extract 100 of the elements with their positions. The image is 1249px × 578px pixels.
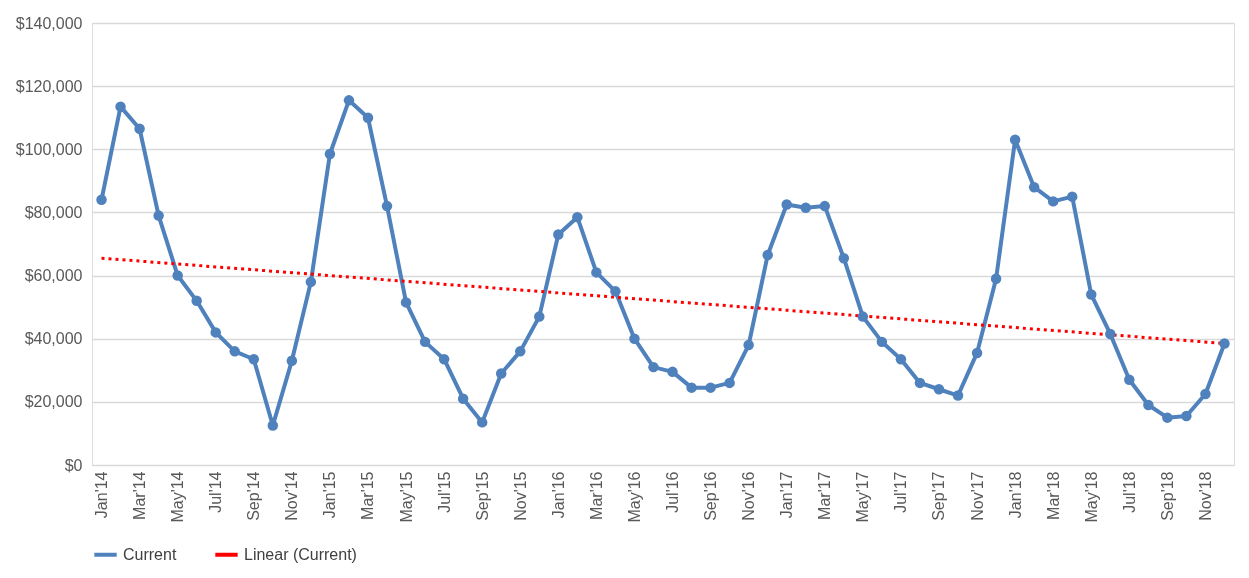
x-tick-label: Mar'17 — [816, 471, 834, 520]
point — [1066, 191, 1078, 202]
x-tick-label: May'18 — [1082, 471, 1100, 523]
point — [457, 393, 469, 404]
point — [229, 346, 240, 357]
x-tick-label: May'14 — [169, 471, 187, 523]
x-tick-label: Jan'16 — [549, 471, 567, 519]
point — [343, 95, 355, 106]
y-tick-label: $60,000 — [24, 267, 83, 285]
y-tick-label: $40,000 — [24, 330, 83, 348]
point — [210, 327, 221, 338]
point — [324, 148, 336, 160]
y-tick-label: $0 — [64, 456, 83, 474]
point — [286, 355, 298, 367]
point — [800, 202, 811, 213]
x-tick-label: Jul'16 — [664, 471, 682, 513]
x-tick-label: Nov'18 — [1196, 471, 1214, 521]
point — [1086, 289, 1097, 300]
x-tick-label: Jul'17 — [892, 471, 910, 513]
point — [781, 199, 792, 210]
point — [876, 336, 888, 348]
point — [419, 336, 431, 348]
x-tick-label: May'16 — [625, 471, 643, 523]
point — [534, 311, 545, 322]
point — [1105, 328, 1116, 340]
x-tick-label: Sep'15 — [473, 471, 491, 521]
legend-label: Linear (Current) — [244, 545, 357, 563]
y-tick-label: $80,000 — [24, 203, 83, 221]
x-tick-label: Sep'14 — [245, 471, 263, 521]
point — [515, 346, 526, 357]
point — [971, 347, 983, 359]
point — [857, 311, 869, 322]
x-tick-label: Nov'16 — [740, 471, 758, 521]
point — [400, 297, 412, 308]
x-tick-label: Jan'15 — [321, 471, 339, 519]
point — [381, 200, 393, 212]
point — [838, 252, 850, 264]
x-tick-label: Mar'15 — [359, 471, 377, 520]
point — [610, 286, 621, 297]
point — [1200, 388, 1211, 400]
x-tick-label: Jan'14 — [93, 471, 111, 519]
point — [762, 249, 773, 261]
point — [1124, 374, 1135, 385]
point — [572, 211, 583, 223]
point — [115, 101, 126, 112]
x-tick-label: Nov'14 — [283, 471, 301, 521]
point — [553, 229, 564, 240]
point — [96, 194, 107, 206]
x-tick-label: Mar'18 — [1044, 471, 1062, 520]
y-tick-label: $20,000 — [24, 393, 83, 411]
x-tick-label: Mar'16 — [587, 471, 605, 520]
x-tick-label: Jan'17 — [778, 471, 796, 519]
point — [819, 200, 831, 212]
x-tick-label: Sep'16 — [702, 471, 720, 521]
y-tick-label: $120,000 — [15, 77, 83, 95]
point — [933, 383, 945, 395]
point — [191, 295, 202, 307]
point — [914, 377, 926, 389]
point — [1009, 134, 1021, 146]
point — [1181, 410, 1192, 422]
point — [895, 354, 907, 365]
x-tick-label: Jan'18 — [1006, 471, 1024, 519]
x-tick-label: May'15 — [397, 471, 415, 523]
point — [667, 366, 678, 378]
point — [172, 270, 183, 281]
x-tick-label: Nov'17 — [968, 471, 986, 521]
point — [686, 382, 697, 393]
point — [743, 339, 754, 351]
point — [248, 354, 260, 365]
point — [629, 333, 640, 344]
point — [648, 361, 659, 373]
x-tick-label: Jul'15 — [435, 471, 453, 513]
x-tick-label: Jul'18 — [1120, 471, 1138, 513]
point — [1047, 196, 1059, 207]
point — [438, 354, 450, 365]
point — [134, 123, 145, 134]
y-tick-label: $140,000 — [15, 14, 83, 32]
point — [705, 382, 716, 393]
point — [362, 112, 374, 123]
point — [476, 417, 488, 428]
x-tick-label: May'17 — [854, 471, 872, 523]
point — [305, 276, 317, 288]
x-tick-label: Sep'17 — [930, 471, 948, 521]
point — [495, 368, 507, 379]
point — [267, 420, 279, 431]
x-tick-label: Sep'18 — [1158, 471, 1176, 521]
point — [990, 273, 1002, 284]
point — [1143, 399, 1154, 411]
x-tick-label: Mar'14 — [131, 471, 149, 520]
legend-label: Current — [123, 545, 177, 563]
point — [153, 210, 164, 221]
point — [724, 377, 735, 389]
x-tick-label: Jul'14 — [207, 471, 225, 513]
y-tick-label: $100,000 — [15, 140, 83, 158]
point — [952, 390, 964, 401]
point — [1028, 181, 1040, 193]
x-tick-label: Nov'15 — [511, 471, 529, 521]
point — [1219, 338, 1230, 349]
point — [591, 267, 602, 278]
point — [1162, 412, 1173, 423]
